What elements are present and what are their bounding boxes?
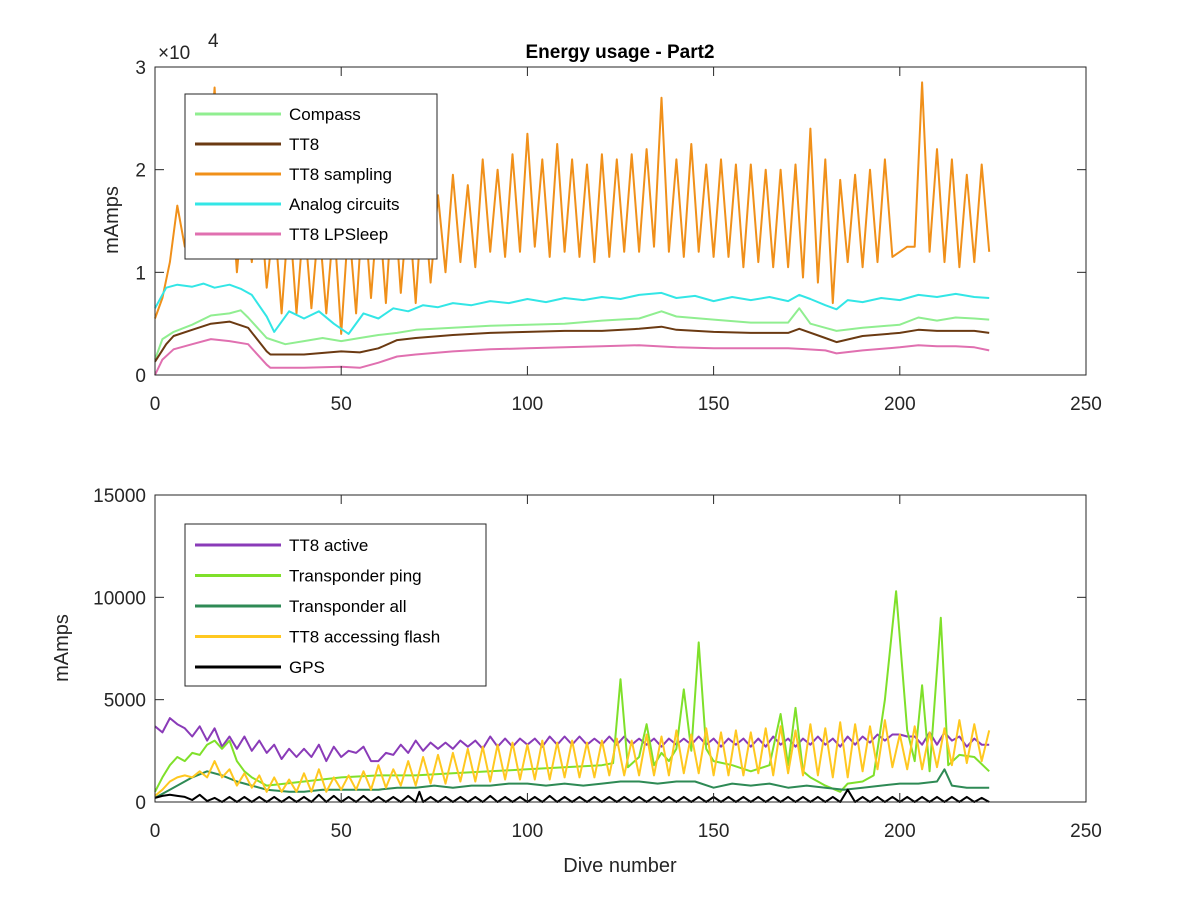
x-tick-label: 0 [150,394,161,415]
x-tick-label: 200 [884,821,916,842]
series-line-transponder-ping [154,590,990,793]
series-line-tt8-accessing-flash [154,719,991,797]
chart-energy-part2-bottom: mAmps Dive number 0 50 100 150 200 250 0 5000 10… [51,486,1102,877]
series-group [154,590,991,803]
series-line-compass [154,307,990,360]
x-tick-label: 150 [698,394,730,415]
y-tick-label: 1 [135,263,146,284]
series-line-analog-circuits [154,282,990,335]
x-tick-label: 0 [150,821,161,842]
legend-label-tt8-lpsleep: TT8 LPSleep [289,225,388,244]
y-axis-label: mAmps [51,614,73,682]
x-tick-label: 100 [512,394,544,415]
plot-area [154,66,1087,376]
legend-label-compass: Compass [289,105,361,124]
y-tick-label: 10000 [93,588,146,609]
chart-energy-part2-top: Energy usage - Part2 ×10 4 mAmps 0 50 100 1… [101,31,1102,415]
chart-title: Energy usage - Part2 [525,42,714,63]
legend: Compass TT8 TT8 sampling Analog circuits TT8… [184,93,438,260]
legend-label-transponder-all: Transponder all [289,597,407,616]
series-line-gps [154,788,990,803]
legend-box [184,93,438,260]
legend-label-tt8-sampling: TT8 sampling [289,165,392,184]
y-exponent-base: ×10 [158,43,190,64]
x-tick-label: 250 [1070,394,1102,415]
legend: TT8 active Transponder ping Transponder al… [184,523,487,687]
x-tick-label: 50 [331,821,352,842]
y-tick-label: 3 [135,58,146,79]
y-exponent-label: ×10 4 [158,31,219,64]
series-group [154,81,991,376]
plot-area [154,494,1087,803]
y-tick-label: 2 [135,161,146,182]
axis-ticks: 0 50 100 150 200 250 0 1 2 3 [135,58,1101,415]
series-line-tt8 [154,320,990,363]
y-exponent-power: 4 [208,31,219,52]
legend-label-transponder-ping: Transponder ping [289,567,422,586]
x-tick-label: 100 [512,821,544,842]
y-tick-label: 0 [135,366,146,387]
x-tick-label: 200 [884,394,916,415]
legend-label-gps: GPS [289,658,325,677]
y-tick-label: 5000 [104,691,146,712]
legend-label-tt8-active: TT8 active [289,536,368,555]
y-tick-label: 0 [135,793,146,814]
legend-label-tt8-accessing-flash: TT8 accessing flash [289,628,440,647]
x-tick-label: 250 [1070,821,1102,842]
y-tick-label: 15000 [93,486,146,507]
x-tick-label: 50 [331,394,352,415]
x-axis-label: Dive number [563,855,677,877]
legend-label-analog-circuits: Analog circuits [289,195,400,214]
series-line-transponder-all [154,768,990,799]
y-axis-label: mAmps [101,186,123,254]
legend-label-tt8: TT8 [289,135,319,154]
axis-ticks: 0 50 100 150 200 250 0 5000 10000 15000 [93,486,1102,842]
series-line-tt8-sampling [154,81,991,335]
series-line-tt8-lpsleep [154,338,990,376]
x-tick-label: 150 [698,821,730,842]
